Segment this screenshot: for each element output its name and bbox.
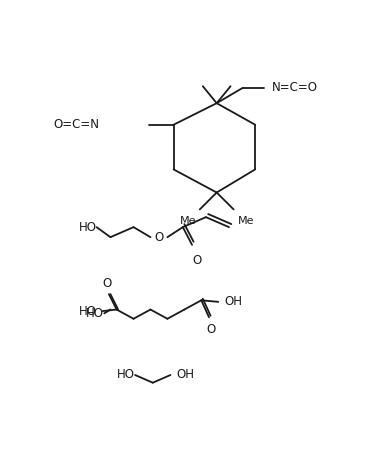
Text: HO: HO	[79, 304, 97, 317]
Text: O: O	[207, 323, 216, 336]
Text: Me: Me	[179, 216, 196, 225]
Text: O: O	[193, 254, 202, 267]
Text: Me: Me	[237, 216, 254, 225]
Text: O: O	[102, 277, 111, 290]
Text: OH: OH	[177, 369, 195, 382]
Text: N=C=O: N=C=O	[272, 81, 318, 94]
Text: O=C=N: O=C=N	[53, 118, 99, 131]
Text: HO: HO	[86, 307, 104, 320]
Text: HO: HO	[117, 369, 135, 382]
Text: OH: OH	[224, 295, 242, 308]
Text: O: O	[154, 231, 164, 243]
Text: HO: HO	[79, 221, 97, 234]
